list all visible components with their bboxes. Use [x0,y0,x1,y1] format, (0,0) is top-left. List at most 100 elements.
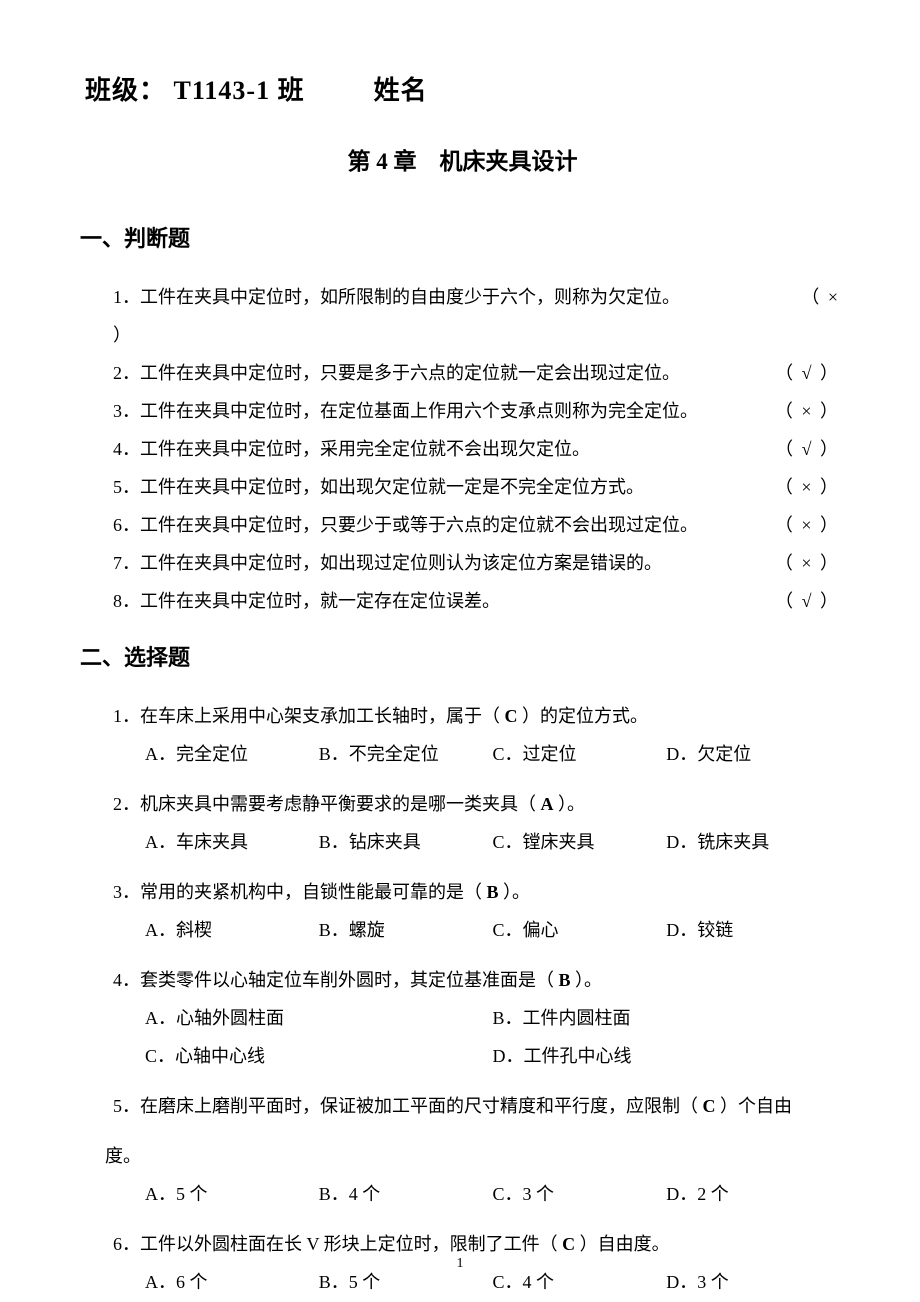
option-c: C．镗床夹具 [493,823,667,861]
answer-mark: × [801,553,813,573]
option-a: A．心轴外圆柱面 [145,999,493,1037]
mc-text: 套类零件以心轴定位车削外圆时，其定位基准面是（ [140,970,559,990]
option-a: A．5 个 [145,1175,319,1213]
option-c: C．偏心 [493,911,667,949]
mc-options-2col: A．心轴外圆柱面 B．工件内圆柱面 C．心轴中心线 D．工件孔中心线 [145,999,840,1075]
header-line: 班级： T1143-1 班 姓名 [85,70,840,107]
tf-num: 5． [113,477,140,497]
tf-item: 8．工件在夹具中定位时，就一定存在定位误差。 （ √ ） [113,582,840,620]
mc-options: A．车床夹具 B．钻床夹具 C．镗床夹具 D．铣床夹具 [145,823,840,861]
tf-num: 4． [113,439,140,459]
answer-mark: × [828,287,840,307]
tf-item: 6．工件在夹具中定位时，只要少于或等于六点的定位就不会出现过定位。 （ × ） [113,506,840,544]
mc-question: 3．常用的夹紧机构中，自锁性能最可靠的是（ B ）。 [113,873,840,911]
tf-item: 2．工件在夹具中定位时，只要是多于六点的定位就一定会出现过定位。 （ √ ） [113,354,840,392]
tf-text: 工件在夹具中定位时，只要少于或等于六点的定位就不会出现过定位。 [140,515,698,535]
tf-item: 4．工件在夹具中定位时，采用完全定位就不会出现欠定位。 （ √ ） [113,430,840,468]
mc-question: 5．在磨床上磨削平面时，保证被加工平面的尺寸精度和平行度，应限制（ C ）个自由 [113,1087,840,1125]
tf-text: 工件在夹具中定位时，如所限制的自由度少于六个，则称为欠定位。 [140,287,680,307]
tf-item: 3．工件在夹具中定位时，在定位基面上作用六个支承点则称为完全定位。 （ × ） [113,392,840,430]
mc-answer: A [541,794,554,814]
mc-question-wrap: 度。 [105,1137,840,1175]
option-b: B．工件内圆柱面 [493,999,841,1037]
option-d: D．铰链 [666,911,840,949]
mc-num: 1． [113,706,140,726]
mc-question: 2．机床夹具中需要考虑静平衡要求的是哪一类夹具（ A ）。 [113,785,840,823]
option-d: D．欠定位 [666,735,840,773]
mc-answer: C [562,1234,575,1254]
tf-answer: （ × ） [765,392,840,430]
mc-num: 2． [113,794,140,814]
answer-mark: √ [802,363,814,383]
option-a: A．斜楔 [145,911,319,949]
tf-text: 工件在夹具中定位时，如出现欠定位就一定是不完全定位方式。 [140,477,644,497]
mc-answer: C [703,1096,716,1116]
option-d: D．2 个 [666,1175,840,1213]
tf-answer: （ × ） [765,544,840,582]
option-c: C．过定位 [493,735,667,773]
option-b: B．螺旋 [319,911,493,949]
mc-text: 常用的夹紧机构中，自锁性能最可靠的是（ [140,882,487,902]
chapter-title: 第 4 章 机床夹具设计 [85,142,840,176]
section-2-heading: 二、选择题 [80,640,840,672]
mc-text: 在车床上采用中心架支承加工长轴时，属于（ [140,706,505,726]
mc-answer: C [505,706,518,726]
tf-num: 7． [113,553,140,573]
option-d: D．工件孔中心线 [493,1037,841,1075]
option-b: B．4 个 [319,1175,493,1213]
mc-text: ）。 [554,794,586,814]
option-a: A．车床夹具 [145,823,319,861]
option-c: C．3 个 [493,1175,667,1213]
page-number: 1 [0,1256,920,1272]
mc-num: 3． [113,882,140,902]
mc-text: ）。 [499,882,531,902]
answer-mark: √ [802,439,814,459]
mc-num: 6． [113,1234,140,1254]
mc-text: ）的定位方式。 [518,706,649,726]
section-1-heading: 一、判断题 [80,221,840,253]
mc-text: 工件以外圆柱面在长 V 形块上定位时，限制了工件（ [140,1234,562,1254]
class-value: T1143-1 班 [174,76,305,105]
tf-num: 3． [113,401,140,421]
mc-text: ）。 [571,970,603,990]
mc-text: ）自由度。 [575,1234,670,1254]
option-c: C．心轴中心线 [145,1037,493,1075]
option-b: B．不完全定位 [319,735,493,773]
mc-num: 5． [113,1096,140,1116]
answer-mark: × [801,401,813,421]
name-label: 姓名 [374,76,428,105]
option-a: A．完全定位 [145,735,319,773]
tf-item: 5．工件在夹具中定位时，如出现欠定位就一定是不完全定位方式。 （ × ） [113,468,840,506]
tf-answer: （ √ ） [765,430,840,468]
option-b: B．钻床夹具 [319,823,493,861]
tf-text: 工件在夹具中定位时，就一定存在定位误差。 [140,591,500,611]
tf-answer: （ √ ） [765,354,840,392]
mc-question: 4．套类零件以心轴定位车削外圆时，其定位基准面是（ B ）。 [113,961,840,999]
tf-answer: （ × ） [765,468,840,506]
mc-answer: B [559,970,571,990]
mc-text: ）个自由 [716,1096,793,1116]
answer-mark: × [801,515,813,535]
tf-num: 2． [113,363,140,383]
tf-answer: （ √ ） [765,582,840,620]
answer-mark: × [801,477,813,497]
mc-num: 4． [113,970,140,990]
tf-text: 工件在夹具中定位时，如出现过定位则认为该定位方案是错误的。 [140,553,662,573]
answer-mark: √ [802,591,814,611]
mc-options: A．完全定位 B．不完全定位 C．过定位 D．欠定位 [145,735,840,773]
tf-text: 工件在夹具中定位时，只要是多于六点的定位就一定会出现过定位。 [140,363,680,383]
tf-text: 工件在夹具中定位时，在定位基面上作用六个支承点则称为完全定位。 [140,401,698,421]
mc-question: 1．在车床上采用中心架支承加工长轴时，属于（ C ）的定位方式。 [113,697,840,735]
option-d: D．铣床夹具 [666,823,840,861]
tf-num: 1． [113,287,140,307]
mc-text: 在磨床上磨削平面时，保证被加工平面的尺寸精度和平行度，应限制（ [140,1096,703,1116]
tf-text: 工件在夹具中定位时，采用完全定位就不会出现欠定位。 [140,439,590,459]
mc-answer: B [487,882,499,902]
mc-options: A．5 个 B．4 个 C．3 个 D．2 个 [145,1175,840,1213]
tf-item: 7．工件在夹具中定位时，如出现过定位则认为该定位方案是错误的。 （ × ） [113,544,840,582]
tf-num: 6． [113,515,140,535]
mc-text: 机床夹具中需要考虑静平衡要求的是哪一类夹具（ [140,794,541,814]
tf-item-1-wrap: ） [113,316,840,354]
tf-answer: （ × ） [765,506,840,544]
mc-options: A．斜楔 B．螺旋 C．偏心 D．铰链 [145,911,840,949]
